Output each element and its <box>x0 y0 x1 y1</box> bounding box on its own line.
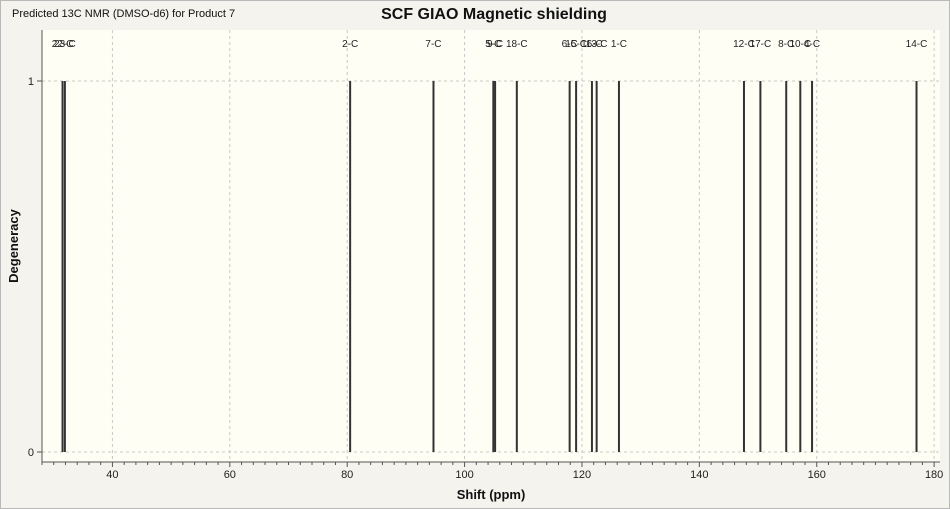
x-tick-label: 60 <box>224 469 236 481</box>
x-tick-label: 160 <box>808 469 826 481</box>
peak-label: 1-C <box>611 39 627 50</box>
peak-label: 12-C <box>733 39 755 50</box>
peak-label: 14-C <box>906 39 928 50</box>
peaks <box>61 81 918 452</box>
x-tick-label: 80 <box>341 469 353 481</box>
peak-label: 4-C <box>804 39 820 50</box>
axes: 40 60 80 100 120 140 160 180 0 1 <box>28 30 943 481</box>
peak-label: 5-C <box>485 39 501 50</box>
y-tick-label: 1 <box>28 76 34 88</box>
peak-label: 8-C <box>778 39 794 50</box>
grid <box>42 30 940 462</box>
peak-label: 15-C <box>565 39 587 50</box>
x-tick-label: 40 <box>106 469 118 481</box>
peak-label: 22-C <box>52 39 74 50</box>
window-title: Predicted 13C NMR (DMSO-d6) for Product … <box>12 8 236 20</box>
peak-label: 7-C <box>425 39 441 50</box>
peak-label: 16-C <box>581 39 603 50</box>
peak-label: 23-C <box>54 39 76 50</box>
x-tick-label: 100 <box>455 469 473 481</box>
plot-area <box>42 30 940 462</box>
x-tick-label: 140 <box>690 469 708 481</box>
x-axis-title: Shift (ppm) <box>457 487 526 502</box>
peak-labels: 22-C23-C 2-C 7-C 5-C9-C 18-C 6-C15-C16-C13-C 1… <box>52 39 928 50</box>
peak-label: 13-C <box>586 39 608 50</box>
chart-title: SCF GIAO Magnetic shielding <box>381 6 607 23</box>
y-tick-label: 0 <box>28 447 34 459</box>
peak-label: 6-C <box>562 39 578 50</box>
peak-label: 2-C <box>342 39 358 50</box>
peak-label: 18-C <box>506 39 528 50</box>
y-axis-title: Degeneracy <box>6 208 21 282</box>
peak-label: 9-C <box>487 39 503 50</box>
peak-label: 17-C <box>750 39 772 50</box>
peak-label: 10-C <box>789 39 811 50</box>
x-tick-label: 180 <box>925 469 943 481</box>
x-tick-label: 120 <box>573 469 591 481</box>
